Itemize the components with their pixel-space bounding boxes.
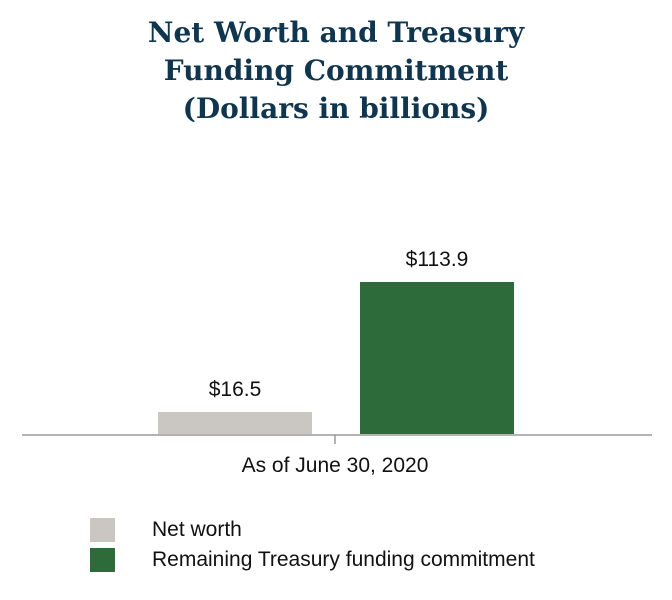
legend-label-net-worth: Net worth (152, 518, 242, 541)
legend-item-net-worth: Net worth (90, 516, 535, 544)
legend-swatch-treasury-commitment (90, 548, 115, 572)
legend-item-treasury-commitment: Remaining Treasury funding commitment (90, 546, 535, 574)
legend-label-treasury-commitment: Remaining Treasury funding commitment (152, 548, 535, 571)
x-tick-label: As of June 30, 2020 (242, 454, 429, 477)
legend: Net worth Remaining Treasury funding com… (90, 516, 535, 576)
title-line-1: Net Worth and Treasury (147, 16, 525, 49)
chart-title: Net Worth and Treasury Funding Commitmen… (0, 14, 672, 128)
title-line-2: Funding Commitment (163, 54, 509, 87)
legend-swatch-net-worth (90, 518, 115, 542)
bar-net-worth (158, 411, 312, 434)
data-label-net-worth: $16.5 (209, 378, 262, 401)
title-line-3: (Dollars in billions) (182, 92, 490, 125)
bar-treasury-commitment (360, 282, 514, 434)
data-label-treasury-commitment: $113.9 (406, 248, 469, 271)
